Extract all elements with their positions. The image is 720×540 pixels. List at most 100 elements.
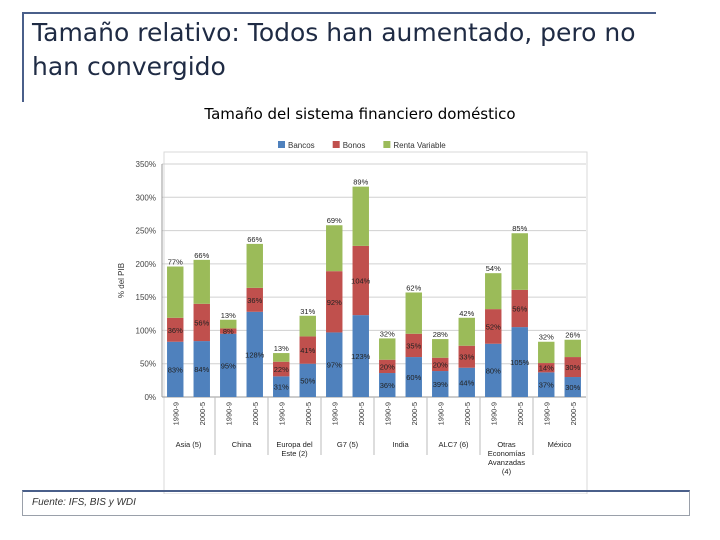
bar-segment-bonos <box>458 345 475 368</box>
y-tick-label: 150% <box>136 293 156 302</box>
x-tick-label: 2000-5 <box>463 402 472 425</box>
data-label: 14% <box>539 364 554 373</box>
bar-segment-bonos <box>299 336 316 364</box>
bar-segment-bonos <box>352 245 369 316</box>
bar-segment-bancos <box>273 376 290 397</box>
bar-segment-bancos <box>193 341 210 397</box>
group-label: China <box>232 440 252 449</box>
data-label: 36% <box>380 381 395 390</box>
stacked-bar-chart: Bancos Bonos Renta Variable 0% 50% 100% 150% 20… <box>117 141 588 494</box>
bar-segment-bonos <box>273 361 290 377</box>
data-label: 83% <box>168 365 183 374</box>
bar-segment-renta-variable <box>246 243 263 288</box>
data-label: 128% <box>245 350 265 359</box>
bar-segment-renta-variable <box>273 353 290 362</box>
data-label: 95% <box>221 361 236 370</box>
group-label: Asia (5) <box>176 440 202 449</box>
data-label: 42% <box>459 309 474 318</box>
data-label: 89% <box>353 178 368 187</box>
data-label: 123% <box>351 352 371 361</box>
x-tick-label: 1990-9 <box>330 402 339 425</box>
data-label: 33% <box>459 353 474 362</box>
x-tick-label: 1990-9 <box>436 402 445 425</box>
bar-segment-bancos <box>538 372 555 397</box>
data-label: 20% <box>380 362 395 371</box>
data-label: 31% <box>274 383 289 392</box>
data-label: 28% <box>433 330 448 339</box>
y-tick-label: 100% <box>136 326 156 335</box>
title-accent-frame <box>22 12 656 102</box>
data-label: 30% <box>565 383 580 392</box>
y-tick-label: 350% <box>136 160 156 169</box>
bar-segment-bonos <box>485 309 502 344</box>
source-frame <box>22 490 690 516</box>
x-tick-label: 2000-5 <box>198 402 207 425</box>
data-label: 104% <box>351 277 371 286</box>
legend-label-0: Bancos <box>288 141 315 150</box>
y-tick-label: 0% <box>144 393 156 402</box>
bar-segment-bonos <box>538 363 555 373</box>
data-label: 39% <box>433 380 448 389</box>
source-note: Fuente: IFS, BIS y WDI <box>32 497 136 508</box>
data-label: 84% <box>194 365 209 374</box>
group-label: Europa del Este (2) <box>276 440 313 458</box>
bar-segment-bonos <box>167 317 184 342</box>
data-label: 92% <box>327 298 342 307</box>
y-tick-label: 300% <box>136 193 156 202</box>
data-label: 56% <box>194 318 209 327</box>
data-label: 52% <box>486 322 501 331</box>
bar-segment-bancos <box>379 373 396 397</box>
legend-swatch-2 <box>383 141 391 148</box>
bar-segment-renta-variable <box>432 339 449 358</box>
bar-segment-bonos <box>432 357 449 372</box>
data-label: 66% <box>247 235 262 244</box>
x-tick-label: 1990-9 <box>383 402 392 425</box>
data-label: 22% <box>274 365 289 374</box>
data-label: 105% <box>510 358 530 367</box>
data-label: 97% <box>327 361 342 370</box>
legend-swatch-1 <box>332 141 340 148</box>
data-label: 30% <box>565 363 580 372</box>
group-label: ALC7 (6) <box>438 440 469 449</box>
bar-segment-bonos <box>246 287 263 312</box>
bar-segment-bonos <box>405 333 422 358</box>
data-label: 20% <box>433 360 448 369</box>
bar-segment-bancos <box>352 315 369 397</box>
x-tick-label: 2000-5 <box>304 402 313 425</box>
data-label: 69% <box>327 216 342 225</box>
x-tick-label: 1990-9 <box>277 402 286 425</box>
slide-title: Tamaño relativo: Todos han aumentado, pe… <box>32 18 636 81</box>
group-label: México <box>548 440 572 449</box>
data-label: 26% <box>565 331 580 340</box>
data-label: 54% <box>486 264 501 273</box>
bar-segment-renta-variable <box>458 317 475 346</box>
data-label: 77% <box>168 258 183 267</box>
data-label: 35% <box>406 341 421 350</box>
bar-segment-bancos <box>405 357 422 397</box>
data-label: 13% <box>221 311 236 320</box>
chart-subtitle: Tamaño del sistema financiero doméstico <box>204 105 516 123</box>
data-label: 41% <box>300 346 315 355</box>
y-axis-label: % del PIB <box>117 263 126 298</box>
bar-segment-bonos <box>193 303 210 342</box>
x-tick-label: 2000-5 <box>569 402 578 425</box>
data-label: 85% <box>512 224 527 233</box>
bar-segment-renta-variable <box>485 273 502 310</box>
bar-segment-bancos <box>220 333 237 397</box>
data-label: 80% <box>486 366 501 375</box>
bar-segment-renta-variable <box>299 315 316 337</box>
bar-segment-renta-variable <box>564 339 581 358</box>
data-label: 31% <box>300 307 315 316</box>
bar-segment-renta-variable <box>538 341 555 364</box>
bar-segment-bancos <box>485 343 502 397</box>
bar-segment-renta-variable <box>326 225 343 272</box>
x-tick-label: 2000-5 <box>251 402 260 425</box>
legend-label-2: Renta Variable <box>393 141 446 150</box>
group-label: Otras Economías Avanzadas (4) <box>488 440 526 476</box>
bar-segment-renta-variable <box>193 259 210 304</box>
bar-segment-renta-variable <box>379 338 396 360</box>
group-label: G7 (5) <box>337 440 359 449</box>
x-tick-label: 1990-9 <box>542 402 551 425</box>
bar-segment-bancos <box>246 311 263 397</box>
x-tick-label: 1990-9 <box>224 402 233 425</box>
